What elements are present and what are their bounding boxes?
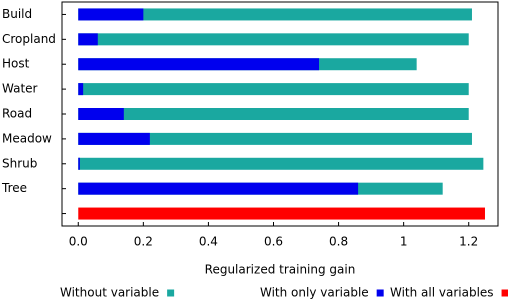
bar xyxy=(78,132,472,145)
bar xyxy=(78,157,80,170)
bar xyxy=(78,33,98,46)
x-tick-label: 0.8 xyxy=(329,235,348,249)
y-tick-label: Cropland xyxy=(2,32,56,46)
bar xyxy=(78,8,144,21)
bar xyxy=(78,83,84,96)
legend-label: With only variable xyxy=(260,286,369,300)
legend-swatch xyxy=(376,289,384,297)
legend-label: With all variables xyxy=(390,286,494,300)
legend-swatch xyxy=(167,289,175,297)
legend-swatch xyxy=(501,289,508,297)
x-tick-label: 0.2 xyxy=(134,235,153,249)
x-tick-label: 0.4 xyxy=(199,235,218,249)
x-tick-label: 1 xyxy=(400,235,408,249)
bar xyxy=(78,83,469,96)
bar xyxy=(78,157,484,170)
bar xyxy=(78,8,472,21)
y-tick-label: Road xyxy=(2,107,32,121)
bar xyxy=(78,207,485,220)
bar xyxy=(78,108,124,120)
bar xyxy=(78,33,469,46)
y-tick-label: Build xyxy=(2,7,32,21)
x-tick-label: 0.0 xyxy=(69,235,88,249)
bar xyxy=(78,132,150,145)
x-tick-label: 1.2 xyxy=(459,235,478,249)
y-tick-label: Host xyxy=(2,57,30,71)
x-tick-label: 0.6 xyxy=(264,235,283,249)
bar xyxy=(78,108,469,120)
bar xyxy=(78,182,359,195)
x-axis-label: Regularized training gain xyxy=(205,263,356,277)
y-tick-label: Meadow xyxy=(2,131,52,145)
bar xyxy=(78,58,320,71)
y-tick-label: Tree xyxy=(1,181,27,195)
legend-label: Without variable xyxy=(60,286,159,300)
y-tick-label: Water xyxy=(2,82,38,96)
y-tick-label: Shrub xyxy=(2,156,37,170)
